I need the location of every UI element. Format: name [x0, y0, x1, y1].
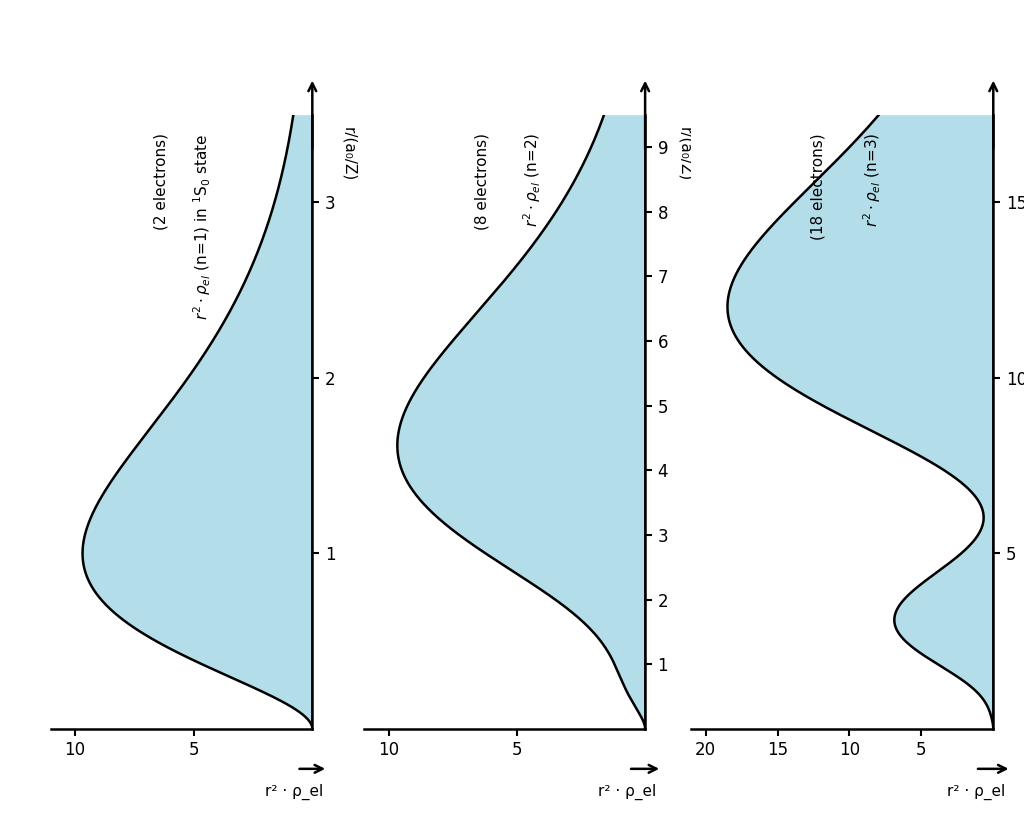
Text: r/(a₀/Z): r/(a₀/Z) [341, 127, 356, 181]
Text: r² · ρ_el: r² · ρ_el [264, 785, 323, 800]
Text: (8 electrons): (8 electrons) [474, 133, 489, 230]
Text: (18 electrons): (18 electrons) [811, 133, 825, 240]
Text: $r^2 \cdot \rho_{el}$ (n=3): $r^2 \cdot \rho_{el}$ (n=3) [861, 133, 884, 228]
Text: $r^2 \cdot \rho_{el}$ (n=1) in $^1$S$_0$ state: $r^2 \cdot \rho_{el}$ (n=1) in $^1$S$_0$… [191, 133, 213, 319]
Text: (2 electrons): (2 electrons) [154, 133, 168, 230]
Text: r/(a₀/Z): r/(a₀/Z) [677, 127, 692, 181]
Text: $r^2 \cdot \rho_{el}$ (n=2): $r^2 \cdot \rho_{el}$ (n=2) [521, 133, 544, 228]
Text: r² · ρ_el: r² · ρ_el [947, 785, 1006, 800]
Text: r² · ρ_el: r² · ρ_el [598, 785, 656, 800]
